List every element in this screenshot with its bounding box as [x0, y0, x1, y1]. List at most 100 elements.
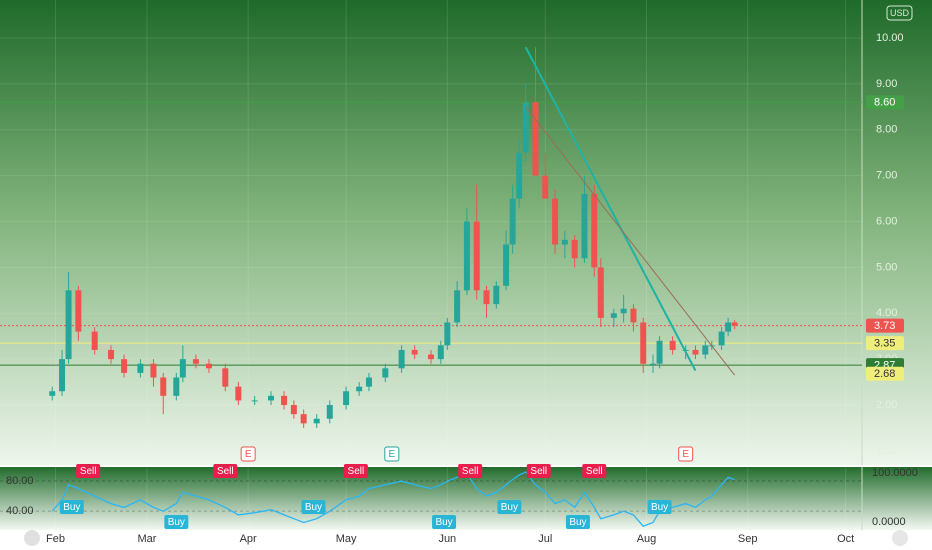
- signal-label: Sell: [586, 466, 603, 477]
- signal-tag: [565, 515, 590, 529]
- signal-label: Buy: [651, 502, 668, 513]
- level-tag: [866, 336, 904, 351]
- candle-body: [91, 331, 98, 350]
- candle-body: [725, 322, 732, 332]
- x-tick-label: Sep: [738, 533, 758, 545]
- candle-body: [503, 244, 510, 286]
- signal-tag: [497, 500, 522, 514]
- candle-body: [581, 194, 588, 259]
- signal-label: Sell: [530, 466, 547, 477]
- earnings-flag: [240, 446, 256, 462]
- level-tag: [866, 318, 904, 333]
- candle-body: [356, 386, 363, 392]
- x-tick-label: Jul: [538, 533, 552, 545]
- signal-tag: [76, 464, 101, 478]
- signal-tag: [526, 464, 551, 478]
- signal-tag: [301, 500, 326, 514]
- candle-body: [656, 340, 663, 364]
- auto-scale-button[interactable]: [892, 530, 908, 546]
- candle-body: [731, 322, 738, 326]
- level-label: 2.68: [874, 368, 895, 380]
- candle-body: [49, 391, 56, 396]
- candle-body: [597, 267, 604, 318]
- candle-body: [702, 345, 709, 355]
- candle-body: [483, 290, 490, 305]
- candle-body: [692, 349, 699, 355]
- candle-body: [160, 377, 167, 396]
- currency-box[interactable]: [886, 5, 913, 21]
- candle-body: [59, 359, 66, 392]
- signal-label: Buy: [569, 517, 586, 528]
- signal-label: Sell: [217, 466, 234, 477]
- candle-body: [398, 349, 405, 369]
- logo-icon[interactable]: [24, 530, 40, 546]
- candle-body: [522, 102, 529, 153]
- signal-label: Buy: [305, 502, 322, 513]
- x-tick-label: May: [336, 533, 357, 545]
- earnings-flag: [384, 446, 400, 462]
- candle-body: [516, 152, 523, 199]
- candle-body: [630, 308, 637, 323]
- candle-body: [150, 363, 157, 378]
- y-tick-label: 9.00: [876, 78, 897, 90]
- candle-body: [620, 308, 627, 314]
- time-axis: [0, 530, 932, 550]
- candle-body: [222, 368, 229, 387]
- candle-body: [610, 313, 617, 318]
- signal-tag: [458, 464, 483, 478]
- x-tick-label: Oct: [837, 533, 854, 545]
- signal-tag: [343, 464, 368, 478]
- candle-body: [300, 414, 307, 424]
- trend-line: [525, 106, 736, 376]
- level-label: 8.60: [874, 97, 895, 109]
- earnings-label: E: [682, 449, 689, 460]
- candle-body: [75, 290, 82, 332]
- y-tick-label: 2.00: [876, 399, 897, 411]
- signal-tag: [59, 500, 84, 514]
- signal-label: Buy: [501, 502, 518, 513]
- candle-body: [552, 198, 559, 245]
- earnings-label: E: [388, 449, 395, 460]
- signal-label: Sell: [462, 466, 479, 477]
- currency: USD: [890, 8, 910, 18]
- candle-body: [591, 194, 598, 268]
- level-tag: [866, 366, 904, 381]
- candle-body: [640, 322, 647, 364]
- candle-body: [281, 395, 288, 405]
- x-tick-label: Jun: [438, 533, 456, 545]
- candle-body: [235, 386, 242, 401]
- signal-label: Buy: [168, 517, 185, 528]
- y-tick-label: 40.00: [6, 505, 34, 517]
- candle-body: [179, 359, 186, 378]
- candle-body: [650, 363, 657, 365]
- y-tick-label: 5.00: [876, 261, 897, 273]
- x-tick-label: Feb: [46, 533, 65, 545]
- signal-tag: [164, 515, 189, 529]
- candle-body: [192, 359, 199, 364]
- signal-label: Buy: [435, 517, 452, 528]
- candle-body: [251, 400, 258, 402]
- y2-tick-label: 0.0000: [872, 516, 906, 528]
- x-tick-label: Mar: [137, 533, 156, 545]
- candle-body: [718, 331, 725, 346]
- level-label: 3.73: [874, 320, 895, 332]
- y-tick-label: 1.00: [876, 445, 897, 457]
- candle-body: [473, 221, 480, 291]
- candle-body: [343, 391, 350, 405]
- candle-body: [121, 359, 128, 373]
- signal-tag: [213, 464, 238, 478]
- candle-body: [382, 368, 389, 378]
- signal-label: Buy: [63, 502, 80, 513]
- candle-body: [365, 377, 372, 387]
- signal-tag: [647, 500, 672, 514]
- signal-tag: [582, 464, 607, 478]
- y-tick-label: 6.00: [876, 215, 897, 227]
- oscillator-line: [51, 471, 735, 527]
- candle-body: [428, 354, 434, 360]
- candle-body: [205, 363, 212, 369]
- signal-label: Sell: [348, 466, 365, 477]
- candle-body: [532, 102, 539, 176]
- x-tick-label: Aug: [637, 533, 657, 545]
- candle-body: [571, 239, 578, 259]
